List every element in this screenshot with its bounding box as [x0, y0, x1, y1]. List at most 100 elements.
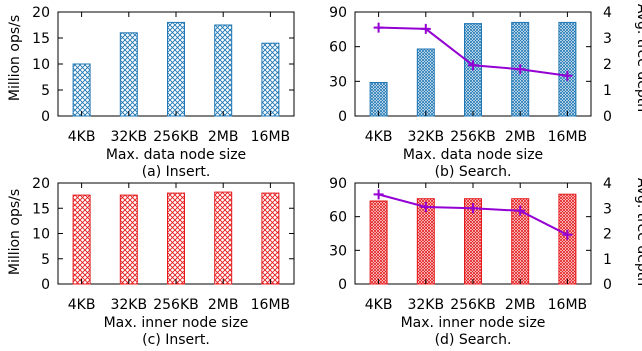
y2-tick-label: 4	[603, 176, 612, 192]
x-tick-label: 256KB	[153, 297, 199, 313]
panel-caption: (d) Search.	[435, 332, 512, 348]
bar	[261, 42, 280, 117]
x-tick-label: 32KB	[110, 297, 147, 313]
x-tick-label: 4KB	[365, 129, 393, 145]
y-tick-label: 10	[32, 57, 50, 73]
y2-tick-label: 2	[603, 227, 612, 243]
x-tick-label: 2MB	[208, 297, 239, 313]
bar	[416, 48, 435, 117]
y-tick-label: 30	[329, 243, 347, 259]
y-axis-title: Million ops/s	[7, 15, 23, 101]
tree-depth-point	[373, 22, 384, 33]
y-tick-label: 20	[32, 176, 50, 192]
x-tick-label: 32KB	[110, 129, 147, 145]
tree-depth-series	[373, 22, 573, 81]
y2-tick-label: 1	[603, 252, 612, 268]
y-tick-label: 10	[32, 227, 50, 243]
x-axis-ticks: 4KB 32KB 256KB 2MB 16MB	[365, 183, 587, 313]
panel-caption: (a) Insert.	[142, 164, 211, 180]
tree-depth-point	[468, 60, 478, 71]
bar	[119, 194, 138, 285]
y-tick-label: 60	[329, 40, 347, 56]
y-tick-label: 90	[329, 5, 347, 21]
bar	[72, 194, 91, 285]
y-axis-ticks: 0 30 60 90	[329, 176, 591, 293]
tree-depth-point	[515, 205, 526, 216]
bar	[119, 32, 138, 117]
bar	[167, 192, 185, 285]
x-axis-ticks: 4KB 32KB 256KB 2MB 16MB	[68, 12, 290, 145]
bar	[214, 24, 233, 117]
bar	[261, 192, 280, 285]
y-axis-ticks: 0 5 10 15 20	[32, 176, 294, 293]
y-tick-label: 5	[41, 252, 50, 268]
y2-tick-label: 0	[603, 277, 612, 293]
y-tick-label: 15	[32, 31, 50, 47]
bar	[214, 191, 233, 285]
bar	[167, 21, 185, 117]
bar-marks	[72, 191, 280, 285]
chart-panel-d-search: 0 30 60 90 0 1 2 3 4 4KB 32KB 256KB 2MB 16MB Avg. t…	[329, 176, 642, 348]
x-tick-label: 16MB	[251, 129, 291, 145]
y2-tick-label: 2	[603, 57, 612, 73]
x-tick-label: 16MB	[251, 297, 291, 313]
y-tick-label: 0	[338, 109, 347, 125]
y2-tick-label: 4	[603, 5, 612, 21]
bar	[72, 63, 91, 117]
chart-panel-b-search: 0 30 60 90 0 1 2 3 4 4KB 32KB 256KB 2MB 16MB Avg. t…	[329, 4, 642, 180]
x-axis-title: Max. inner node size	[401, 315, 546, 331]
x-tick-label: 4KB	[365, 297, 393, 313]
y-tick-label: 90	[329, 176, 347, 192]
x-tick-label: 256KB	[450, 129, 496, 145]
x-axis-ticks: 4KB 32KB 256KB 2MB 16MB	[365, 12, 587, 145]
tree-depth-series	[373, 189, 573, 240]
x-tick-label: 2MB	[208, 129, 239, 145]
tree-depth-point	[468, 203, 478, 214]
x-axis-title: Max. data node size	[403, 147, 543, 163]
y-tick-label: 5	[41, 83, 50, 99]
y2-tick-label: 3	[603, 31, 612, 47]
y2-axis-title: Avg. tree depth	[634, 178, 642, 286]
y-tick-label: 0	[41, 277, 50, 293]
tree-depth-point	[562, 229, 573, 240]
bar-marks	[72, 21, 280, 117]
y-tick-label: 0	[41, 109, 50, 125]
x-tick-label: 256KB	[450, 297, 496, 313]
panel-caption: (b) Search.	[435, 164, 512, 180]
x-tick-label: 32KB	[407, 129, 444, 145]
chart-panel-a-insert: Million ops/s 0 5 10 15 20 4KB 32KB 256KB 2MB 16…	[7, 5, 295, 180]
bar	[369, 82, 388, 117]
bar	[369, 200, 388, 285]
x-tick-label: 4KB	[68, 129, 96, 145]
y2-axis-ticks: 0 1 2 3 4	[603, 176, 612, 293]
y-tick-label: 30	[329, 74, 347, 90]
x-tick-label: 16MB	[548, 297, 588, 313]
x-tick-label: 256KB	[153, 129, 199, 145]
y2-axis-title: Avg. tree depth	[634, 4, 642, 112]
x-tick-label: 32KB	[407, 297, 444, 313]
x-tick-label: 16MB	[548, 129, 588, 145]
x-axis-title: Max. inner node size	[104, 315, 249, 331]
y-axis-title: Million ops/s	[7, 189, 23, 275]
bar	[558, 21, 577, 117]
y2-tick-label: 1	[603, 83, 612, 99]
tree-depth-point	[420, 201, 431, 212]
y-tick-label: 0	[338, 277, 347, 293]
x-tick-label: 2MB	[505, 297, 536, 313]
y2-axis-ticks: 0 1 2 3 4	[603, 5, 612, 125]
y-axis-ticks: 0 30 60 90	[329, 5, 591, 125]
x-tick-label: 4KB	[68, 297, 96, 313]
panel-caption: (c) Insert.	[142, 332, 210, 348]
x-axis-title: Max. data node size	[106, 147, 246, 163]
tree-depth-point	[515, 64, 526, 75]
y2-tick-label: 3	[603, 201, 612, 217]
tree-depth-point	[562, 70, 573, 81]
x-axis-ticks: 4KB 32KB 256KB 2MB 16MB	[68, 183, 290, 313]
chart-panel-c-insert: Million ops/s 0 5 10 15 20 4KB 32KB 256KB 2MB 16…	[7, 176, 295, 348]
y2-tick-label: 0	[603, 109, 612, 125]
y-axis-ticks: 0 5 10 15 20	[32, 5, 294, 125]
y-tick-label: 20	[32, 5, 50, 21]
tree-depth-point	[420, 23, 431, 34]
x-tick-label: 2MB	[505, 129, 536, 145]
